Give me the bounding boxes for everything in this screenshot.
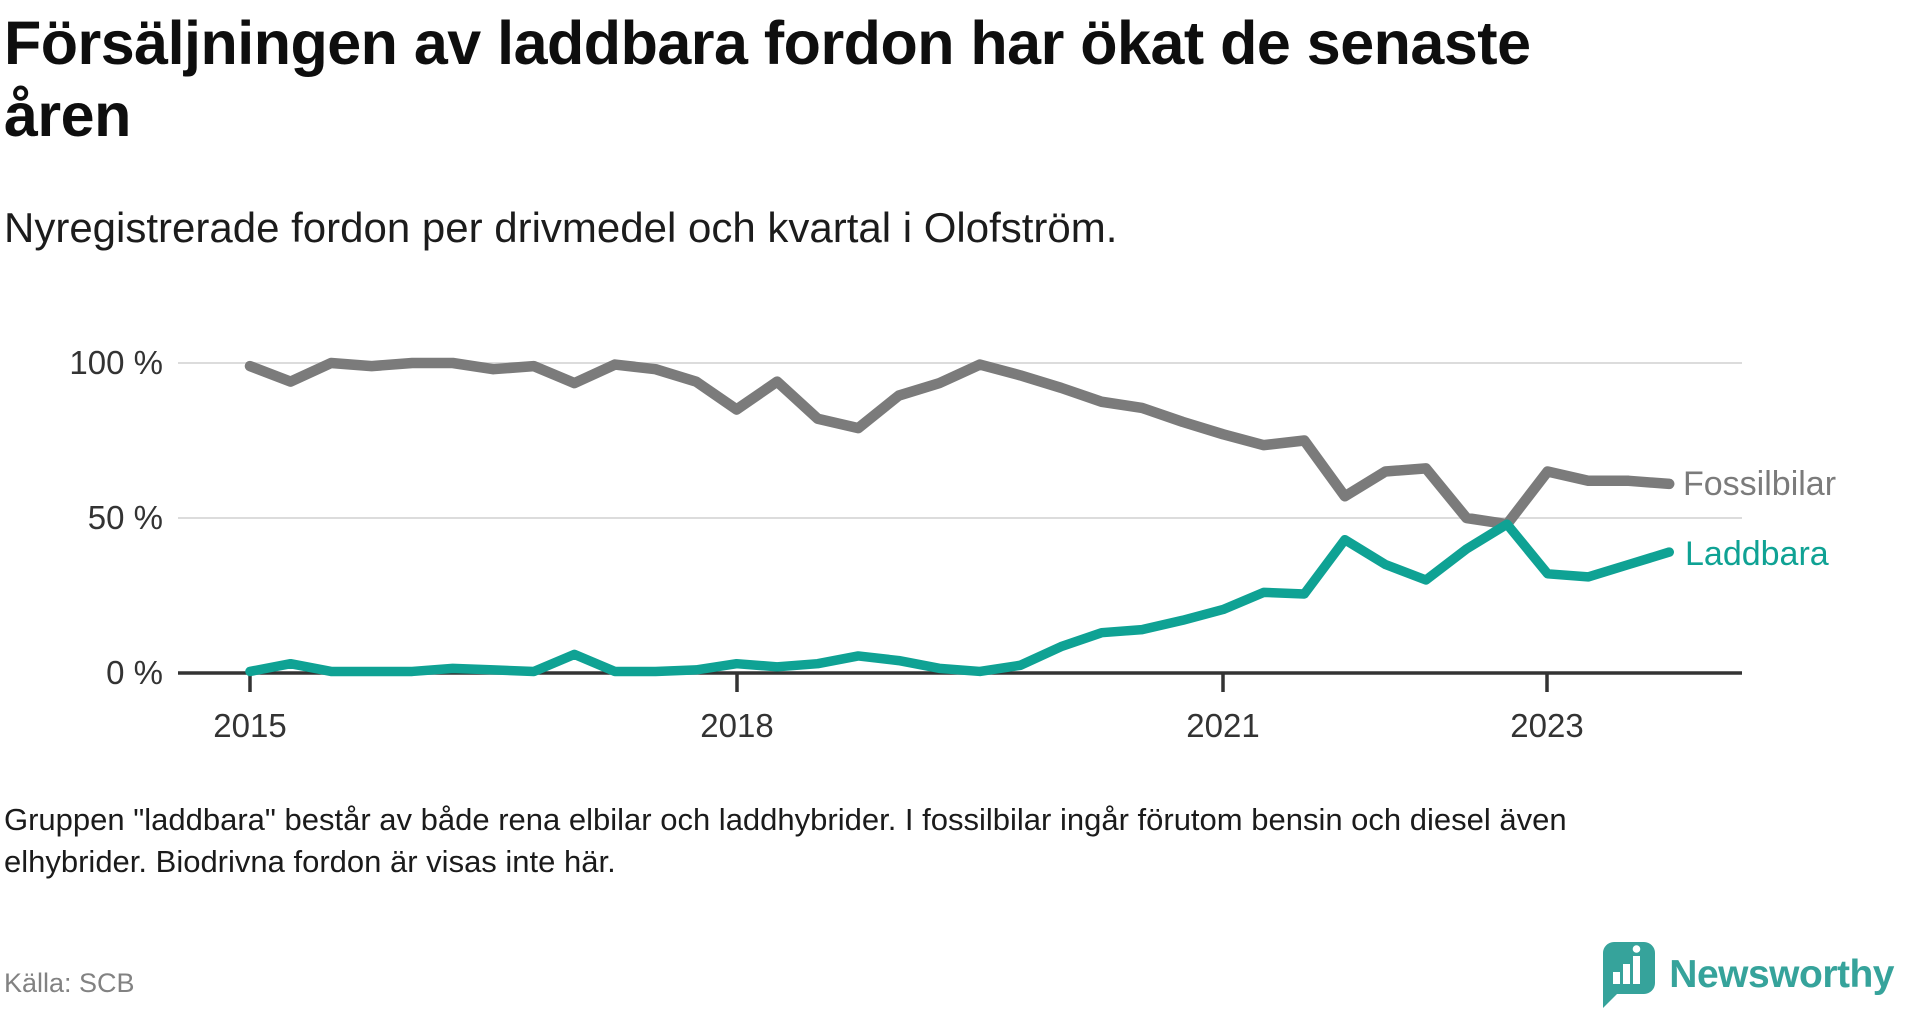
chart-footnote-line1: Gruppen "laddbara" består av både rena e… — [4, 802, 1567, 837]
chart-footnote: Gruppen "laddbara" består av både rena e… — [4, 799, 1904, 883]
newsworthy-logo-icon — [1603, 942, 1656, 1008]
laddbara-line — [245, 519, 1674, 677]
newsworthy-logo: Newsworthy — [1601, 942, 1894, 1008]
logo-bar-3 — [1633, 956, 1641, 984]
legend-label-fossilbilar: Fossilbilar — [1683, 465, 1836, 503]
fossilbilar-line — [244, 357, 1675, 530]
x-tick-label-2023: 2023 — [1510, 707, 1583, 744]
chart-title-line2: åren — [4, 80, 131, 149]
source-label: Källa: SCB — [4, 968, 135, 998]
chart-title: Försäljningen av laddbara fordon har öka… — [4, 8, 1864, 152]
chart-footnote-line2: elhybrider. Biodrivna fordon är visas in… — [4, 844, 616, 880]
x-tick-label-2021: 2021 — [1186, 707, 1259, 744]
y-tick-label-50: 50 % — [88, 499, 163, 536]
logo-bar-1 — [1613, 972, 1621, 984]
y-tick-label-0: 0 % — [106, 654, 163, 691]
x-tick-label-2015: 2015 — [213, 707, 286, 744]
chart-subtitle: Nyregistrerade fordon per drivmedel och … — [4, 204, 1118, 251]
chart-title-line1: Försäljningen av laddbara fordon har öka… — [4, 9, 1531, 77]
y-tick-label-100: 100 % — [69, 344, 163, 381]
legend-label-laddbara: Laddbara — [1685, 535, 1829, 573]
newsworthy-wordmark: Newsworthy — [1669, 953, 1894, 996]
logo-bar-2 — [1623, 964, 1631, 984]
logo-dot — [1632, 945, 1641, 953]
x-tick-label-2018: 2018 — [700, 707, 773, 744]
